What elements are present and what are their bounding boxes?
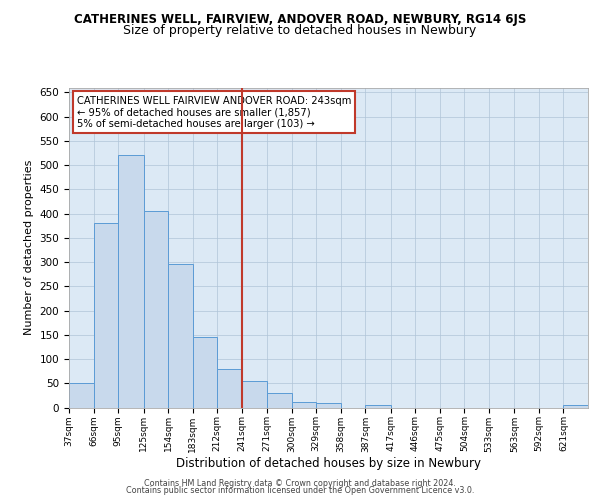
Bar bbox=[193, 337, 217, 407]
Bar bbox=[217, 368, 242, 408]
Bar bbox=[94, 224, 118, 408]
X-axis label: Distribution of detached houses by size in Newbury: Distribution of detached houses by size … bbox=[176, 457, 481, 470]
Bar bbox=[292, 402, 316, 407]
Bar bbox=[69, 384, 94, 407]
Text: Contains public sector information licensed under the Open Government Licence v3: Contains public sector information licen… bbox=[126, 486, 474, 495]
Bar bbox=[242, 381, 267, 407]
Text: CATHERINES WELL FAIRVIEW ANDOVER ROAD: 243sqm
← 95% of detached houses are small: CATHERINES WELL FAIRVIEW ANDOVER ROAD: 2… bbox=[77, 96, 351, 128]
Text: Contains HM Land Registry data © Crown copyright and database right 2024.: Contains HM Land Registry data © Crown c… bbox=[144, 478, 456, 488]
Bar bbox=[316, 402, 341, 407]
Bar bbox=[365, 405, 391, 407]
Bar bbox=[143, 211, 168, 408]
Text: Size of property relative to detached houses in Newbury: Size of property relative to detached ho… bbox=[124, 24, 476, 37]
Bar bbox=[118, 156, 143, 408]
Bar bbox=[267, 393, 292, 407]
Bar bbox=[168, 264, 193, 408]
Y-axis label: Number of detached properties: Number of detached properties bbox=[24, 160, 34, 335]
Text: CATHERINES WELL, FAIRVIEW, ANDOVER ROAD, NEWBURY, RG14 6JS: CATHERINES WELL, FAIRVIEW, ANDOVER ROAD,… bbox=[74, 12, 526, 26]
Bar bbox=[563, 405, 588, 407]
